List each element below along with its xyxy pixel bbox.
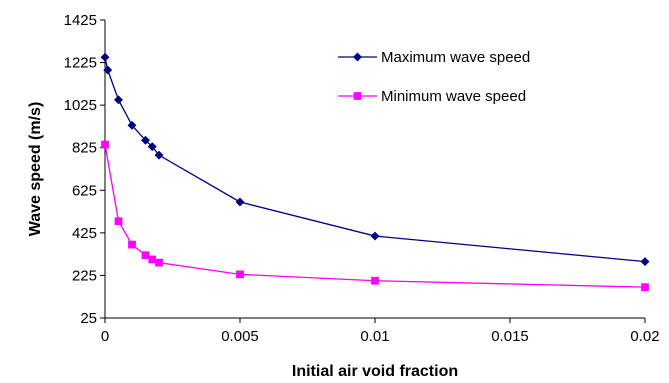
y-tick-label: 1425 — [64, 12, 97, 29]
legend-marker — [352, 52, 363, 62]
data-point — [141, 251, 150, 260]
data-point — [114, 217, 123, 226]
x-tick-label: 0.01 — [360, 328, 389, 345]
data-point — [235, 197, 245, 207]
y-tick-label: 225 — [72, 267, 97, 284]
data-point — [147, 142, 157, 152]
legend-label: Minimum wave speed — [381, 88, 526, 105]
series-line — [104, 144, 646, 288]
y-tick-label: 625 — [72, 182, 97, 199]
y-tick-label: 1225 — [64, 55, 97, 72]
data-point — [640, 257, 650, 267]
data-point — [100, 52, 110, 62]
legend-label: Maximum wave speed — [381, 49, 530, 66]
data-point — [101, 140, 109, 149]
y-axis-title: Wave speed (m/s) — [27, 102, 44, 237]
data-point — [128, 240, 136, 249]
x-tick-label: 0.02 — [630, 328, 659, 345]
series-line — [104, 57, 646, 263]
data-point — [236, 270, 244, 279]
y-tick-label: 1025 — [64, 97, 97, 114]
data-point — [641, 283, 649, 291]
data-point — [371, 276, 379, 285]
series-minimum — [101, 140, 649, 291]
x-axis-title: Initial air void fraction — [292, 363, 458, 380]
data-point — [127, 120, 137, 130]
data-point — [113, 95, 124, 105]
y-tick-label: 425 — [72, 225, 97, 242]
y-tick-label: 825 — [72, 140, 97, 157]
data-point — [148, 255, 157, 264]
x-tick-label: 0 — [101, 328, 109, 345]
series-maximum — [100, 52, 650, 267]
x-tick-label: 0.015 — [491, 328, 529, 345]
data-point — [140, 135, 151, 145]
series-layer — [100, 52, 650, 291]
axes-layer: 25 225 425 625 825 1025 1225 1425 0 0.005 0.01 0.01… — [64, 12, 660, 345]
data-point — [370, 231, 380, 241]
data-point — [154, 150, 164, 160]
x-tick-label: 0.005 — [221, 328, 259, 345]
y-tick-label: 25 — [80, 310, 97, 327]
legend-marker — [353, 92, 362, 100]
legend: Maximum wave speed Minimum wave speed — [338, 49, 530, 105]
data-point — [103, 65, 113, 75]
data-point — [155, 258, 163, 267]
